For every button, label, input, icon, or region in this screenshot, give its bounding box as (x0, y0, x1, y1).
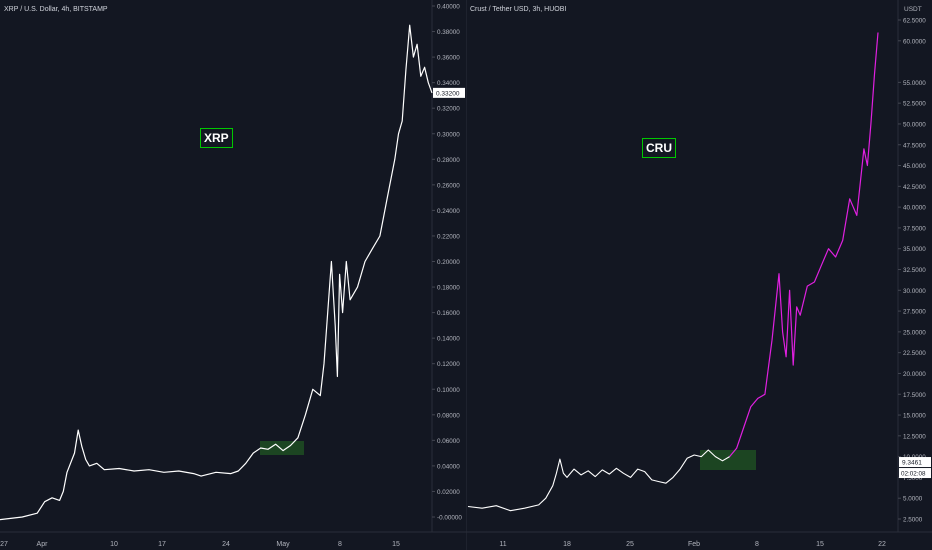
cru-badge: CRU (642, 138, 676, 158)
cru-y-tick-label: 62.5000 (903, 18, 926, 25)
xrp-y-tick-label: 0.32000 (437, 106, 460, 113)
xrp-x-tick-label: 27 (0, 541, 8, 548)
cru-price-line-rally (729, 32, 879, 457)
xrp-x-tick-label: 17 (158, 541, 166, 548)
cru-y-tick-label: 2.5000 (903, 517, 923, 524)
cru-y-tick-label: 7.5000 (903, 475, 923, 482)
xrp-y-tick-label: 0.20000 (437, 259, 460, 266)
cru-y-tick-label: 12.5000 (903, 433, 926, 440)
cru-y-tick-label: 50.0000 (903, 121, 926, 128)
cru-countdown-box (899, 468, 931, 479)
xrp-chart-header: XRP / U.S. Dollar, 4h, BITSTAMP (4, 6, 108, 13)
xrp-price-tag: 0.33200 (436, 90, 460, 97)
cru-x-tick-label: 25 (626, 541, 634, 548)
xrp-y-tick-label: 0.18000 (437, 285, 460, 292)
cru-price-line-base (467, 449, 730, 512)
xrp-badge: XRP (200, 128, 233, 148)
xrp-x-tick-label: 15 (392, 541, 400, 548)
cru-y-tick-label: 42.5000 (903, 184, 926, 191)
xrp-chart-canvas[interactable]: 0.40000 0.38000 0.36000 0.34000 0.32000 0.300… (0, 0, 466, 550)
cru-unit-label: USDT (904, 6, 922, 13)
cru-consolidation-highlight (700, 450, 756, 470)
cru-y-tick-label: 17.5000 (903, 392, 926, 399)
cru-price-tag: 9.3461 (902, 460, 922, 467)
xrp-price-line (0, 24, 433, 521)
xrp-x-tick-label: May (276, 541, 290, 548)
xrp-y-tick-label: 0.02000 (437, 489, 460, 496)
cru-y-tick-label: 30.0000 (903, 288, 926, 295)
cru-y-tick-label: 32.5000 (903, 267, 926, 274)
xrp-y-tick-label: 0.36000 (437, 55, 460, 62)
cru-y-tick-label: 27.5000 (903, 309, 926, 316)
cru-chart-header: Crust / Tether USD, 3h, HUOBI (470, 6, 567, 13)
xrp-y-tick-label: 0.16000 (437, 310, 460, 317)
xrp-y-tick-label: 0.08000 (437, 412, 460, 419)
cru-chart-canvas[interactable]: 62.5000 60.0000 55.0000 52.5000 50.0000 47.50… (466, 0, 932, 550)
cru-y-tick-label: 60.0000 (903, 38, 926, 45)
cru-y-tick-label: 37.5000 (903, 225, 926, 232)
cru-price-tag-box (899, 457, 931, 468)
xrp-x-tick-label: 10 (110, 541, 118, 548)
xrp-y-tick-label: 0.24000 (437, 208, 460, 215)
cru-x-tick-label: 18 (563, 541, 571, 548)
cru-y-tick-label: 35.0000 (903, 246, 926, 253)
xrp-y-tick-label: 0.28000 (437, 157, 460, 164)
cru-chart-panel[interactable]: 62.5000 60.0000 55.0000 52.5000 50.0000 47.50… (466, 0, 932, 550)
xrp-y-tick-label: 0.34000 (437, 80, 460, 87)
xrp-chart-panel[interactable]: 0.40000 0.38000 0.36000 0.34000 0.32000 0.300… (0, 0, 466, 550)
xrp-y-tick-label: 0.10000 (437, 387, 460, 394)
cru-y-tick-label: 25.0000 (903, 329, 926, 336)
xrp-x-tick-label: 24 (222, 541, 230, 548)
xrp-y-tick-label: 0.38000 (437, 29, 460, 36)
cru-x-tick-label: 8 (755, 541, 759, 548)
cru-y-tick-label: 20.0000 (903, 371, 926, 378)
xrp-x-tick-label: Apr (37, 541, 49, 548)
cru-y-tick-label: 45.0000 (903, 163, 926, 170)
xrp-y-tick-label: 0.14000 (437, 336, 460, 343)
cru-x-tick-label: Feb (688, 541, 700, 548)
cru-y-tick-label: 55.0000 (903, 80, 926, 87)
xrp-y-tick-label: 0.26000 (437, 182, 460, 189)
xrp-y-tick-label: -0.00000 (437, 515, 462, 522)
xrp-y-tick-label: 0.06000 (437, 438, 460, 445)
xrp-consolidation-highlight (260, 441, 304, 455)
xrp-y-tick-label: 0.22000 (437, 233, 460, 240)
cru-countdown: 02:02:08 (901, 471, 926, 478)
cru-y-tick-label: 5.0000 (903, 496, 923, 503)
cru-y-tick-label: 15.0000 (903, 413, 926, 420)
cru-y-tick-label: 40.0000 (903, 205, 926, 212)
cru-x-tick-label: 22 (878, 541, 886, 548)
xrp-y-tick-label: 0.30000 (437, 131, 460, 138)
cru-y-tick-label: 47.5000 (903, 142, 926, 149)
cru-x-tick-label: 11 (499, 541, 506, 548)
cru-y-tick-label: 22.5000 (903, 350, 926, 357)
xrp-x-tick-label: 8 (338, 541, 342, 548)
xrp-y-tick-label: 0.04000 (437, 463, 460, 470)
xrp-y-tick-label: 0.40000 (437, 4, 460, 11)
cru-x-tick-label: 15 (816, 541, 824, 548)
cru-y-tick-label: 52.5000 (903, 101, 926, 108)
xrp-y-tick-label: 0.12000 (437, 361, 460, 368)
xrp-price-tag-box (433, 87, 465, 98)
